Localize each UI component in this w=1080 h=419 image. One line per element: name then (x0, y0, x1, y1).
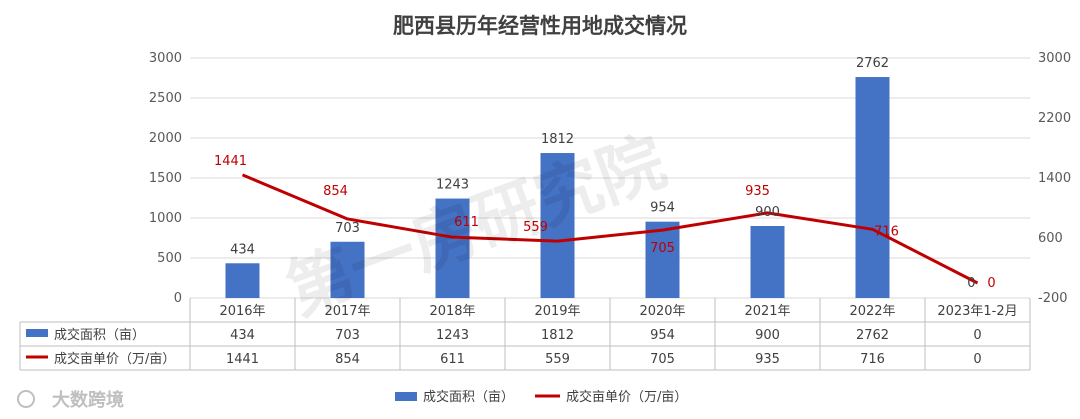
bar (225, 263, 260, 298)
line-label: 1441 (214, 154, 247, 169)
bar-label: 2762 (856, 56, 889, 71)
line-label: 559 (523, 220, 548, 235)
bar (435, 198, 470, 298)
y-left-tick: 0 (174, 291, 182, 306)
y-left-tick: 1000 (149, 211, 182, 226)
legend-swatch-bar (395, 392, 417, 401)
logo-icon (17, 390, 35, 408)
x-tick-label: 2023年1-2月 (937, 304, 1017, 319)
y-left-tick: 1500 (149, 171, 182, 186)
x-tick-label: 2020年 (639, 304, 685, 319)
chart-title: 肥西县历年经营性用地成交情况 (393, 14, 687, 38)
bar (330, 241, 365, 298)
line-label: 716 (874, 224, 899, 239)
bar-label: 954 (650, 201, 675, 216)
table-cell: 954 (650, 328, 675, 343)
table-cell: 703 (335, 328, 360, 343)
bar (645, 221, 680, 298)
data-table: 2016年 2017年 2018年 2019年 2020年 2021年 2022年 2023年… (19, 298, 1031, 371)
y-left-tick: 2500 (149, 91, 182, 106)
legend-item: 成交亩单价（万/亩） (566, 389, 687, 405)
table-cell: 900 (755, 328, 780, 343)
bar (750, 226, 785, 298)
table-cell: 1243 (436, 328, 469, 343)
table-cell: 854 (335, 352, 360, 367)
y-left-tick: 2000 (149, 131, 182, 146)
y-right-tick: 600 (1038, 231, 1063, 246)
bar-label: 703 (335, 221, 360, 236)
table-cell: 0 (973, 352, 981, 367)
line-series (241, 173, 979, 285)
logo-text: 大数跨境 (52, 389, 124, 411)
table-cell: 559 (545, 352, 570, 367)
line-label: 0 (987, 276, 995, 291)
line-label: 705 (650, 241, 675, 256)
bar-label: 0 (967, 276, 975, 291)
series-line (241, 173, 979, 285)
line-label: 611 (454, 215, 479, 230)
bar-series (225, 77, 890, 298)
table-cell: 935 (755, 352, 780, 367)
y-left-tick: 3000 (149, 51, 182, 66)
gridlines (190, 57, 1030, 299)
y-right-tick: -200 (1038, 291, 1068, 306)
data-labels: 434 703 1243 1812 954 900 2762 0 1441 854 611 559 70… (214, 56, 996, 291)
y-right-tick: 3000 (1038, 51, 1071, 66)
table-cell: 716 (860, 352, 885, 367)
y-right-tick: 1400 (1038, 171, 1071, 186)
table-row-label: 成交亩单价（万/亩） (54, 351, 175, 367)
x-tick-label: 2018年 (429, 304, 475, 319)
line-label: 935 (745, 184, 770, 199)
table-cell: 1441 (226, 352, 259, 367)
y-left-tick: 500 (157, 251, 182, 266)
x-tick-label: 2017年 (324, 304, 370, 319)
bar-label: 434 (230, 242, 255, 257)
table-cell: 434 (230, 328, 255, 343)
x-tick-label: 2022年 (849, 304, 895, 319)
x-tick-label: 2019年 (534, 304, 580, 319)
table-row-label: 成交面积（亩） (54, 327, 145, 343)
bar-label: 1243 (436, 178, 469, 193)
x-tick-label: 2016年 (219, 304, 265, 319)
line-label: 854 (323, 184, 348, 199)
bar (540, 153, 575, 298)
table-cell: 2762 (856, 328, 889, 343)
bar-label: 1812 (541, 132, 574, 147)
bar-label: 900 (755, 205, 780, 220)
logo: 大数跨境 (17, 389, 124, 411)
y-right-tick: 2200 (1038, 111, 1071, 126)
table-cell: 705 (650, 352, 675, 367)
y-axis-right: -200 600 1400 2200 3000 (1038, 51, 1071, 306)
table-cell: 1812 (541, 328, 574, 343)
legend: 成交面积（亩） 成交亩单价（万/亩） (395, 389, 687, 405)
legend-item: 成交面积（亩） (423, 389, 514, 405)
table-swatch-bar (26, 329, 48, 337)
table-cell: 0 (973, 328, 981, 343)
y-axis-left: 0 500 1000 1500 2000 2500 3000 (149, 51, 182, 306)
x-tick-label: 2021年 (744, 304, 790, 319)
table-cell: 611 (440, 352, 465, 367)
bar (855, 77, 890, 298)
